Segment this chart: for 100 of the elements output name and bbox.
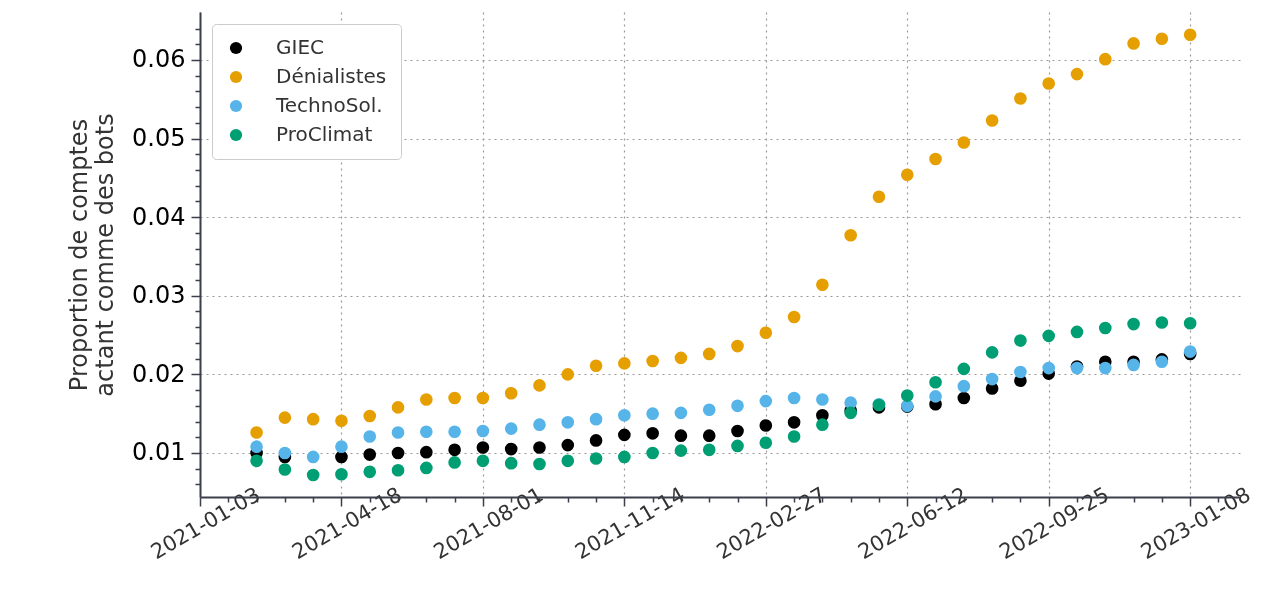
point <box>731 424 744 438</box>
y-tick-label: 0.01 <box>132 438 186 467</box>
point <box>561 438 575 452</box>
point <box>731 439 744 453</box>
point <box>985 372 999 386</box>
point <box>618 357 631 370</box>
point <box>250 440 263 453</box>
point <box>1042 329 1056 343</box>
point <box>957 362 971 376</box>
point <box>363 465 377 479</box>
point <box>985 346 999 359</box>
point <box>1183 28 1197 42</box>
point <box>533 441 546 454</box>
point <box>702 429 716 442</box>
point <box>476 441 490 454</box>
point <box>787 430 801 443</box>
point <box>589 452 603 465</box>
point <box>674 351 688 365</box>
point <box>731 399 744 413</box>
point <box>872 190 886 204</box>
point <box>1042 77 1056 90</box>
point <box>589 412 603 426</box>
point <box>448 456 461 469</box>
point <box>929 375 942 389</box>
point <box>985 114 999 127</box>
point <box>1014 334 1027 347</box>
point <box>278 446 292 460</box>
legend-label: Dénialistes <box>276 64 387 88</box>
point <box>674 406 688 420</box>
point <box>335 467 348 481</box>
point <box>335 450 348 464</box>
point <box>504 386 518 400</box>
point <box>448 391 461 405</box>
point <box>504 442 518 456</box>
legend-label: GIEC <box>276 35 324 59</box>
point <box>702 347 716 361</box>
point <box>589 359 603 373</box>
point <box>391 446 405 460</box>
point <box>306 468 320 482</box>
point <box>391 463 405 477</box>
point <box>759 436 773 450</box>
legend-label: ProClimat <box>276 122 373 146</box>
point <box>1183 316 1197 330</box>
point <box>448 443 461 457</box>
point <box>1014 365 1027 379</box>
point <box>759 326 773 340</box>
point <box>1070 67 1084 81</box>
point <box>816 418 829 431</box>
point <box>731 339 744 353</box>
point <box>250 426 263 439</box>
point <box>533 457 546 471</box>
point <box>533 418 546 431</box>
point <box>561 416 575 429</box>
point <box>702 403 716 417</box>
point <box>618 408 631 422</box>
point <box>900 389 914 402</box>
point <box>844 396 857 409</box>
point <box>363 409 377 423</box>
point <box>957 136 971 149</box>
point <box>420 393 433 406</box>
y-tick-label: 0.02 <box>132 359 186 388</box>
point <box>1127 317 1140 331</box>
point <box>306 450 320 464</box>
y-axis-title: Proportion de comptes actant comme des bots <box>65 113 120 397</box>
point <box>787 391 801 405</box>
point <box>476 454 490 468</box>
point <box>533 379 546 392</box>
point <box>787 310 801 324</box>
point <box>816 278 829 292</box>
point <box>759 419 773 432</box>
point <box>646 407 659 420</box>
point <box>589 434 603 447</box>
point <box>363 448 377 461</box>
point <box>448 425 461 439</box>
point <box>476 391 490 405</box>
point <box>1127 37 1140 50</box>
point <box>929 152 942 166</box>
point <box>929 390 942 403</box>
point <box>646 354 659 368</box>
point <box>561 368 575 381</box>
legend-label: TechnoSol. <box>275 93 383 117</box>
point <box>504 422 518 435</box>
point <box>1155 316 1169 329</box>
point <box>278 463 292 476</box>
point <box>618 428 631 442</box>
y-tick-label: 0.06 <box>132 45 186 74</box>
point <box>1155 32 1169 46</box>
point <box>759 394 773 408</box>
point <box>391 401 405 414</box>
point <box>1098 321 1112 335</box>
point <box>391 426 405 439</box>
point <box>618 450 631 464</box>
point <box>674 429 688 442</box>
point <box>504 456 518 470</box>
point <box>1014 92 1027 105</box>
point <box>816 393 829 406</box>
point <box>1070 325 1084 339</box>
point <box>335 414 348 428</box>
point <box>900 168 914 182</box>
point <box>250 454 263 468</box>
